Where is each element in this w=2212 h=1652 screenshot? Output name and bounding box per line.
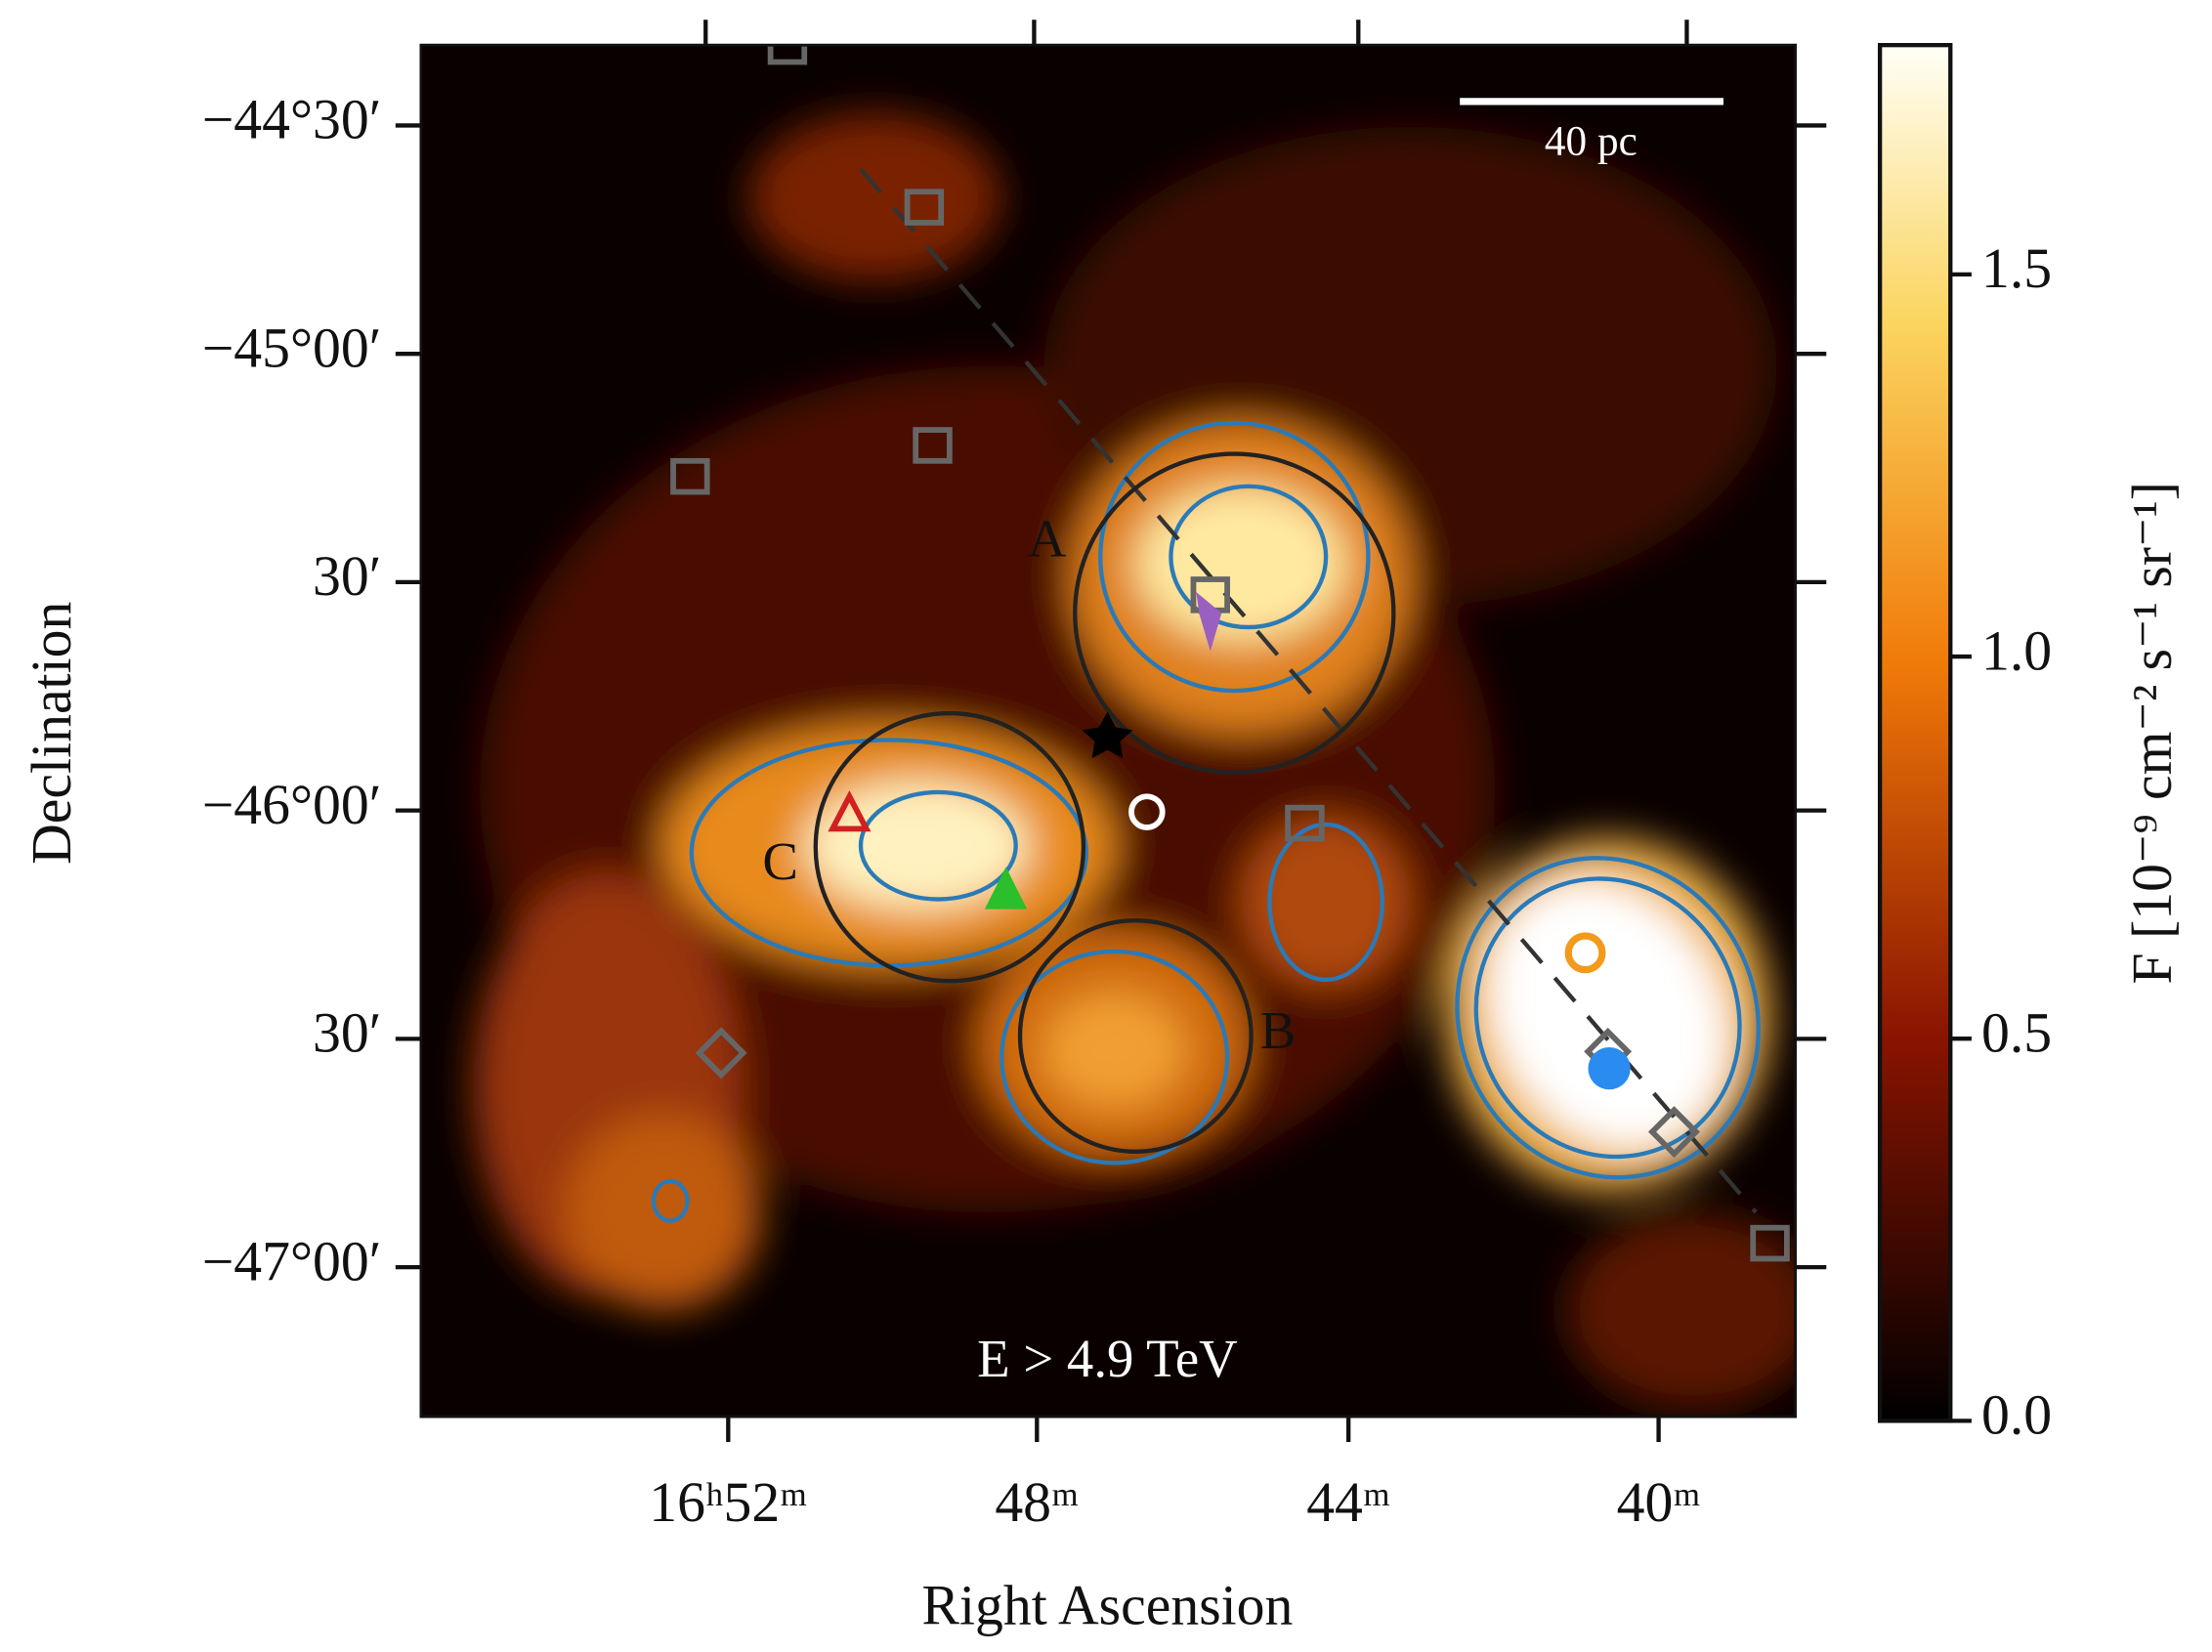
x-tick-label: 48ᵐ bbox=[995, 1472, 1079, 1534]
region-label: C bbox=[762, 831, 798, 891]
x-tick-label: 40ᵐ bbox=[1617, 1472, 1701, 1534]
y-tick-label: −46°00′ bbox=[202, 775, 382, 836]
colorbar-tick-label: 1.5 bbox=[1981, 238, 2052, 300]
colorbar-tick-label: 0.5 bbox=[1981, 1002, 2052, 1064]
scale-bar-label: 40 pc bbox=[1545, 118, 1638, 165]
region-label: A bbox=[1028, 509, 1067, 569]
y-axis-label: Declination bbox=[21, 602, 83, 865]
region-label: B bbox=[1260, 1000, 1297, 1060]
page: {"chart_data": { "type": "heatmap", "x_l… bbox=[0, 0, 2212, 1652]
colorbar-tick-label: 1.0 bbox=[1981, 620, 2052, 682]
flux-map bbox=[421, 31, 1819, 1417]
colorbar bbox=[1880, 45, 1950, 1420]
y-tick-label: −45°00′ bbox=[202, 318, 382, 379]
colorbar-tick-label: 0.0 bbox=[1981, 1385, 2052, 1447]
chart: 40 pc E > 4.9 TeV A B C Right Ascension … bbox=[0, 0, 2212, 1652]
x-tick-label: 44ᵐ bbox=[1306, 1472, 1390, 1534]
energy-annotation: E > 4.9 TeV bbox=[977, 1329, 1238, 1388]
y-tick-label: −47°00′ bbox=[202, 1231, 382, 1292]
y-tick-label: −44°30′ bbox=[202, 90, 382, 151]
top-ticks bbox=[705, 20, 1686, 45]
y-tick-label: 30′ bbox=[313, 546, 381, 608]
y-tick-label: 30′ bbox=[313, 1003, 381, 1065]
x-axis-label: Right Ascension bbox=[921, 1575, 1293, 1636]
colorbar-label: F [10⁻⁹ cm⁻² s⁻¹ sr⁻¹] bbox=[2122, 482, 2184, 984]
x-tick-label: 16ʰ52ᵐ bbox=[649, 1472, 807, 1534]
